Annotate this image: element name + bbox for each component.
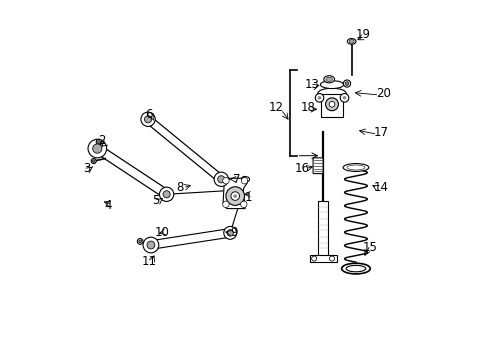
- Circle shape: [224, 226, 236, 239]
- Bar: [321, 94, 342, 117]
- Ellipse shape: [317, 88, 346, 99]
- Bar: [309, 255, 336, 262]
- Circle shape: [163, 191, 170, 198]
- Text: 9: 9: [229, 226, 237, 239]
- Text: 14: 14: [373, 181, 387, 194]
- Circle shape: [91, 158, 96, 163]
- Circle shape: [92, 160, 95, 162]
- Circle shape: [144, 116, 151, 123]
- Circle shape: [139, 240, 142, 243]
- Circle shape: [233, 194, 237, 198]
- Text: 16: 16: [294, 162, 309, 175]
- Circle shape: [137, 239, 143, 244]
- Ellipse shape: [320, 81, 343, 89]
- Circle shape: [98, 141, 101, 144]
- Ellipse shape: [348, 40, 353, 43]
- Circle shape: [328, 102, 334, 107]
- Circle shape: [147, 241, 155, 249]
- FancyBboxPatch shape: [312, 158, 323, 174]
- Text: 2: 2: [98, 134, 105, 147]
- Ellipse shape: [346, 39, 355, 44]
- Ellipse shape: [346, 265, 365, 272]
- Circle shape: [345, 82, 348, 85]
- Circle shape: [222, 201, 229, 207]
- Circle shape: [88, 139, 106, 158]
- Circle shape: [315, 94, 323, 102]
- Ellipse shape: [323, 76, 334, 83]
- Text: 11: 11: [141, 255, 156, 268]
- Circle shape: [222, 177, 229, 184]
- Text: 4: 4: [104, 199, 112, 212]
- Text: 20: 20: [375, 87, 390, 100]
- Circle shape: [243, 178, 245, 181]
- Ellipse shape: [346, 165, 364, 170]
- Ellipse shape: [343, 163, 368, 171]
- Text: 10: 10: [154, 226, 169, 239]
- Text: 15: 15: [362, 240, 377, 254]
- Ellipse shape: [341, 263, 369, 274]
- Polygon shape: [150, 229, 230, 249]
- Text: 12: 12: [268, 102, 284, 114]
- Circle shape: [217, 176, 224, 183]
- Circle shape: [343, 80, 350, 87]
- Bar: [317, 202, 327, 258]
- Circle shape: [214, 172, 228, 186]
- Text: 6: 6: [145, 108, 152, 121]
- Circle shape: [325, 98, 338, 111]
- Text: 1: 1: [244, 191, 251, 204]
- Circle shape: [342, 96, 346, 100]
- Circle shape: [143, 237, 159, 253]
- Text: 3: 3: [83, 162, 90, 175]
- Circle shape: [340, 94, 348, 102]
- Text: 7: 7: [232, 173, 240, 186]
- Circle shape: [230, 192, 239, 201]
- Circle shape: [317, 96, 321, 100]
- Circle shape: [225, 187, 244, 205]
- Circle shape: [329, 256, 334, 261]
- Circle shape: [226, 230, 233, 236]
- Circle shape: [93, 144, 102, 153]
- Text: 13: 13: [304, 78, 319, 91]
- Circle shape: [159, 187, 173, 202]
- Text: 18: 18: [300, 102, 315, 114]
- Text: 8: 8: [176, 181, 183, 194]
- Circle shape: [311, 256, 316, 261]
- Ellipse shape: [243, 177, 249, 182]
- Circle shape: [240, 201, 246, 207]
- Circle shape: [241, 176, 247, 182]
- Text: 5: 5: [152, 194, 159, 207]
- Circle shape: [96, 139, 102, 145]
- Polygon shape: [223, 178, 247, 208]
- Ellipse shape: [325, 77, 332, 81]
- Text: 17: 17: [373, 126, 387, 139]
- Circle shape: [241, 177, 247, 184]
- Text: 19: 19: [355, 28, 370, 41]
- Circle shape: [141, 112, 155, 126]
